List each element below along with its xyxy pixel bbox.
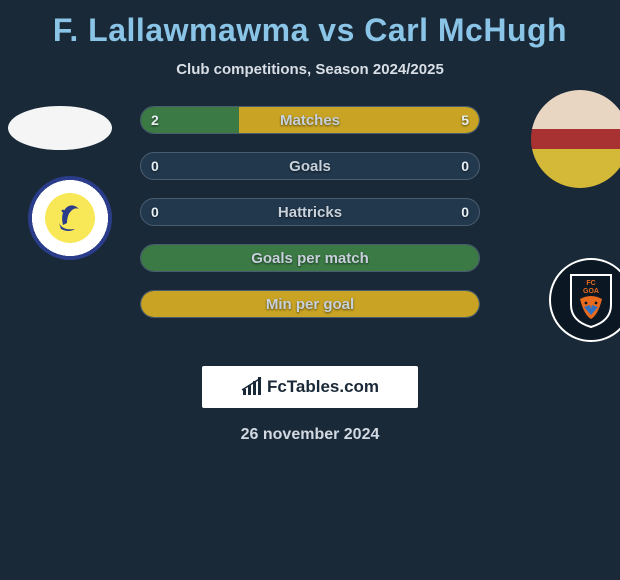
brand-box: FcTables.com — [202, 366, 418, 408]
stat-bars: 2 Matches 5 0 Goals 0 0 Hattricks 0 Goal… — [140, 106, 480, 336]
comparison-main: FC GOA 2 Matches 5 0 Goals 0 0 Hattricks… — [0, 106, 620, 356]
club-badge-left — [28, 176, 112, 260]
stat-row-min-per-goal: Min per goal — [140, 290, 480, 318]
svg-text:GOA: GOA — [583, 288, 599, 295]
stat-row-goals-per-match: Goals per match — [140, 244, 480, 272]
stat-right-value: 5 — [461, 107, 469, 133]
stat-label: Matches — [141, 107, 479, 133]
player-left-avatar — [8, 106, 112, 150]
stat-label: Goals — [141, 153, 479, 179]
comparison-title: F. Lallawmawma vs Carl McHugh — [0, 0, 620, 49]
stat-row-goals: 0 Goals 0 — [140, 152, 480, 180]
stat-label: Goals per match — [141, 245, 479, 271]
comparison-subtitle: Club competitions, Season 2024/2025 — [0, 61, 620, 78]
comparison-date: 26 november 2024 — [0, 426, 620, 444]
stat-right-value: 0 — [461, 199, 469, 225]
kerala-blasters-icon — [45, 193, 95, 243]
brand-text: FcTables.com — [267, 377, 379, 397]
stat-right-value: 0 — [461, 153, 469, 179]
fc-goa-icon: FC GOA — [566, 271, 616, 329]
chart-bars-icon — [241, 377, 263, 397]
svg-text:FC: FC — [586, 280, 595, 287]
stat-row-hattricks: 0 Hattricks 0 — [140, 198, 480, 226]
stat-label: Hattricks — [141, 199, 479, 225]
club-badge-right: FC GOA — [549, 258, 620, 342]
stat-row-matches: 2 Matches 5 — [140, 106, 480, 134]
player-right-avatar — [531, 90, 620, 188]
stat-label: Min per goal — [141, 291, 479, 317]
